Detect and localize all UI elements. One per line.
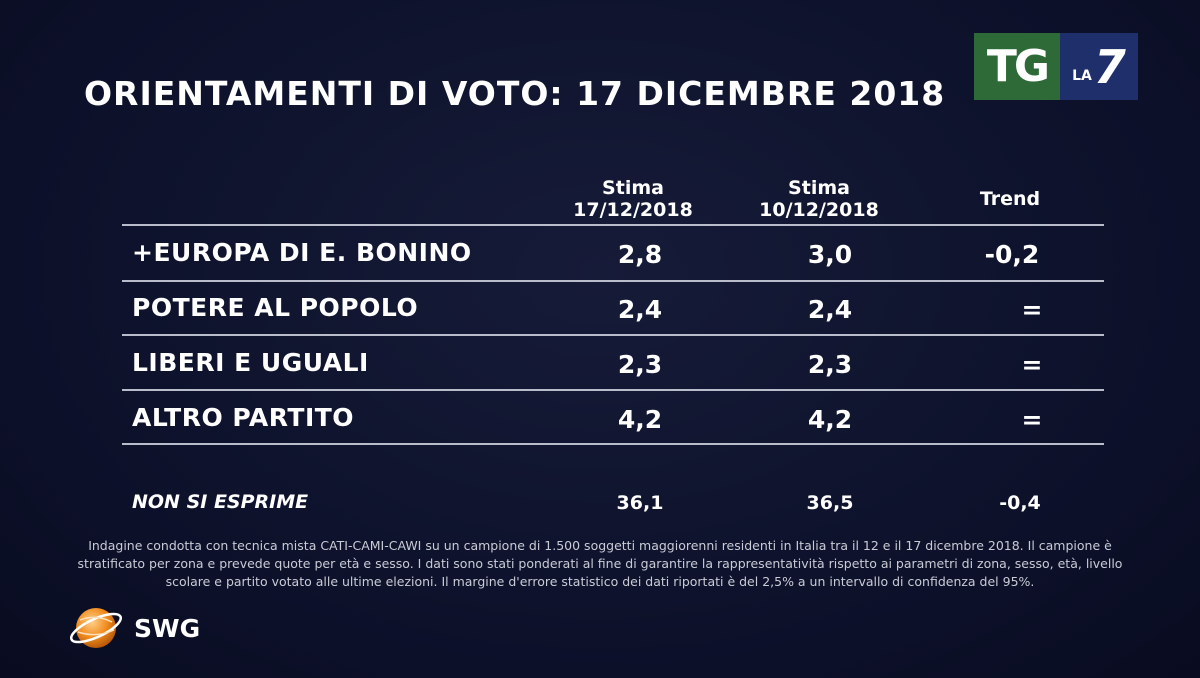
- column-header-stima-current: Stima 17/12/2018: [558, 177, 708, 221]
- trend-cell: =: [1021, 405, 1043, 434]
- tg-la7-logo: TG LA 7: [974, 33, 1138, 100]
- trend-cell: =: [1021, 295, 1043, 324]
- la7-logo: LA 7: [1060, 33, 1138, 100]
- page-title: ORIENTAMENTI DI VOTO: 17 DICEMBRE 2018: [84, 74, 946, 113]
- seven-logo-text: 7: [1093, 39, 1126, 94]
- value-cell: 2,3: [617, 350, 663, 379]
- party-label: LIBERI E UGUALI: [132, 348, 369, 377]
- table-divider: [122, 389, 1104, 391]
- value-cell: 3,0: [807, 240, 853, 269]
- column-header-line1: Trend: [979, 188, 1041, 210]
- non-si-esprime-value: 36,5: [806, 492, 854, 514]
- swg-logo-text: SWG: [134, 613, 201, 643]
- party-label: +EUROPA DI E. BONINO: [132, 238, 472, 267]
- trend-cell: =: [1021, 350, 1043, 379]
- column-header-line2: 10/12/2018: [759, 199, 879, 221]
- table-divider: [122, 443, 1104, 445]
- party-label: ALTRO PARTITO: [132, 403, 355, 432]
- column-header-line1: Stima: [788, 177, 850, 199]
- column-header-trend: Trend: [950, 188, 1070, 210]
- note-line: Indagine condotta con tecnica mista CATI…: [88, 538, 1112, 553]
- swg-globe-icon: [69, 608, 123, 648]
- la-logo-text: LA: [1072, 67, 1092, 84]
- table-divider: [122, 280, 1104, 282]
- value-cell: 2,4: [807, 295, 853, 324]
- tg-logo-text: TG: [974, 33, 1060, 100]
- value-cell: 2,8: [617, 240, 663, 269]
- methodology-note: Indagine condotta con tecnica mista CATI…: [70, 537, 1130, 591]
- table-divider: [122, 334, 1104, 336]
- value-cell: 4,2: [807, 405, 853, 434]
- non-si-esprime-trend: -0,4: [999, 492, 1041, 514]
- value-cell: 4,2: [617, 405, 663, 434]
- party-label: POTERE AL POPOLO: [132, 293, 419, 322]
- non-si-esprime-value: 36,1: [616, 492, 664, 514]
- value-cell: 2,4: [617, 295, 663, 324]
- swg-logo: SWG: [66, 600, 200, 656]
- non-si-esprime-label: NON SI ESPRIME: [132, 491, 309, 513]
- note-line: scolare e partito votato alle ultime ele…: [165, 574, 1035, 589]
- value-cell: 2,3: [807, 350, 853, 379]
- column-header-line2: 17/12/2018: [573, 199, 693, 221]
- note-line: stratificato per zona e prevede quote pe…: [77, 556, 1123, 571]
- table-divider: [122, 224, 1104, 226]
- column-header-line1: Stima: [602, 177, 664, 199]
- trend-cell: -0,2: [984, 240, 1040, 269]
- column-header-stima-previous: Stima 10/12/2018: [744, 177, 894, 221]
